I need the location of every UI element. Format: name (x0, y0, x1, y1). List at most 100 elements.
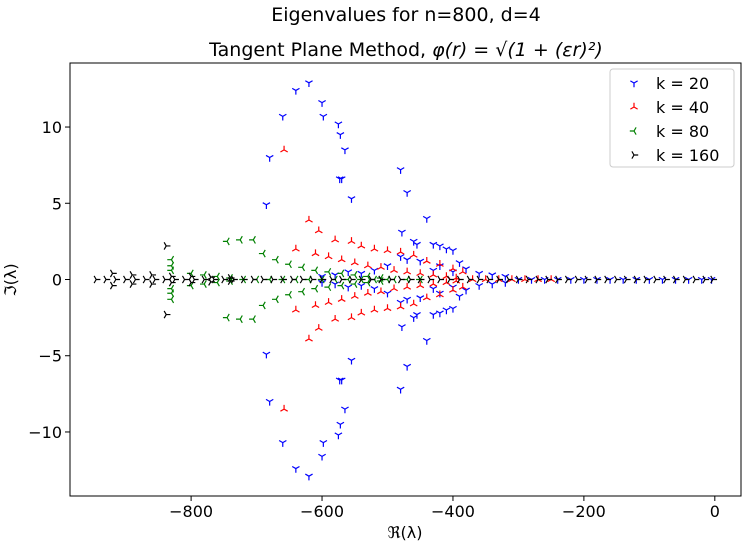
data-point (318, 453, 326, 461)
data-point (331, 235, 340, 243)
data-point (521, 275, 529, 283)
data-point (311, 266, 319, 275)
data-point (370, 305, 379, 313)
data-point (458, 282, 467, 290)
data-point (396, 247, 405, 255)
data-point (319, 440, 328, 447)
data-point (324, 252, 333, 260)
data-point (403, 296, 412, 304)
data-point (280, 145, 289, 153)
data-point (358, 275, 366, 284)
data-point (378, 275, 386, 284)
data-point (357, 270, 366, 278)
data-point (449, 305, 457, 313)
series-4 (93, 242, 718, 319)
legend-label: k = 160 (656, 146, 719, 165)
data-point (449, 247, 457, 255)
data-point (429, 286, 438, 293)
series-2 (280, 145, 556, 412)
data-point (109, 281, 117, 290)
data-point (390, 284, 398, 292)
legend-marker (630, 80, 638, 88)
data-point (199, 270, 207, 279)
data-point (370, 244, 379, 252)
data-point (262, 351, 271, 359)
data-point (319, 275, 327, 284)
legend-label: k = 40 (656, 98, 709, 117)
data-point (435, 243, 444, 251)
data-point (329, 275, 337, 284)
data-point (336, 421, 345, 429)
data-point (280, 404, 289, 412)
legend: k = 20 k = 40 k = 80 k = 160 (609, 68, 735, 168)
data-point (456, 275, 464, 284)
data-point (357, 275, 364, 284)
data-point (488, 272, 497, 280)
y-tick-label: −5 (38, 347, 62, 366)
data-point (285, 260, 292, 269)
data-point (435, 260, 444, 267)
data-point (357, 308, 366, 316)
data-point (291, 244, 300, 252)
data-point (299, 275, 307, 284)
data-point (525, 275, 533, 284)
data-point (416, 275, 423, 284)
data-point (547, 275, 556, 283)
data-point (298, 263, 306, 272)
data-point (545, 275, 553, 284)
data-point (619, 276, 628, 284)
data-point (658, 276, 667, 284)
data-point (347, 237, 356, 244)
data-point (413, 311, 421, 319)
data-point (505, 275, 513, 284)
data-point (413, 241, 421, 249)
data-point (167, 295, 175, 304)
data-point (422, 257, 431, 264)
data-point (488, 281, 497, 289)
y-tick-label: 10 (42, 118, 62, 137)
data-point (285, 290, 292, 299)
data-point (416, 258, 425, 266)
data-point (633, 275, 641, 284)
data-point (314, 226, 323, 234)
legend-label: k = 20 (656, 74, 709, 93)
data-point (341, 406, 349, 414)
data-point (305, 215, 313, 223)
x-tick-label: −400 (431, 502, 475, 521)
axis-ticks: −800 −600 −400 −200 0 −10 −5 0 5 10 (28, 118, 720, 521)
data-point (278, 440, 287, 447)
data-point (337, 255, 346, 263)
data-point (383, 263, 392, 270)
data-point (422, 215, 431, 223)
data-point (350, 258, 359, 266)
data-point (262, 202, 271, 209)
data-point (258, 301, 266, 310)
data-point (429, 241, 438, 249)
data-point (416, 281, 425, 289)
data-point (466, 275, 474, 284)
data-point (305, 334, 313, 342)
data-point (278, 275, 286, 284)
legend-box (609, 68, 735, 168)
data-point (337, 295, 346, 302)
data-point (429, 270, 438, 278)
data-point (291, 87, 300, 95)
data-point (672, 275, 680, 284)
data-point (239, 275, 247, 284)
data-point (397, 275, 405, 284)
data-point (167, 255, 175, 264)
data-point (403, 363, 412, 371)
data-point (566, 276, 575, 284)
data-point (422, 337, 431, 345)
chart-title-line2: Tangent Plane Method, φ(r) = √(1 + (εr)²… (208, 39, 603, 61)
data-point (208, 277, 215, 286)
data-point (442, 246, 451, 254)
data-point (278, 113, 287, 121)
data-point (142, 275, 150, 284)
data-point (540, 276, 549, 284)
data-point (318, 279, 326, 287)
data-point (132, 275, 140, 284)
data-point (337, 281, 345, 290)
data-point (222, 313, 230, 322)
data-point (336, 132, 345, 139)
